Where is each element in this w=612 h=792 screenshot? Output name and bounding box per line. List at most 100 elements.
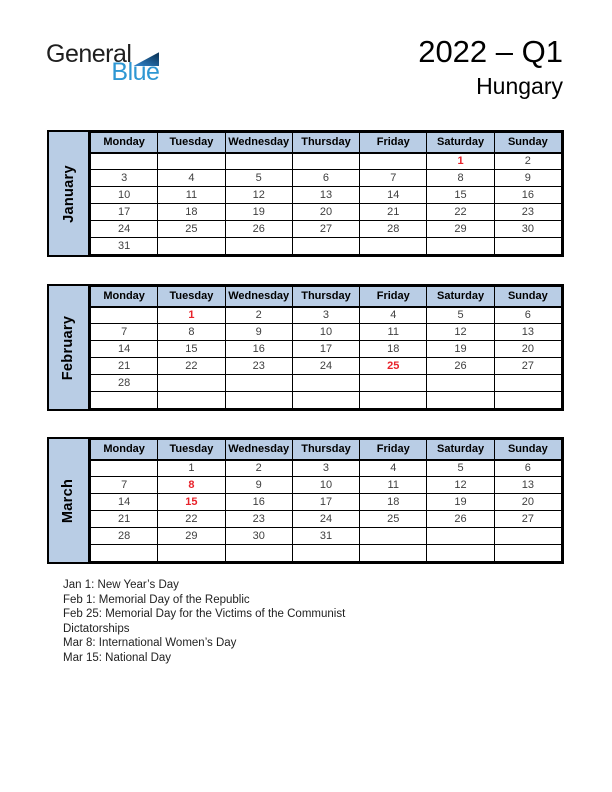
empty-day-cell: [291, 237, 361, 255]
day-cell: 29: [426, 220, 495, 238]
week-row: 14 15 16 17 18 19 20: [89, 493, 563, 511]
day-cell: 12: [224, 186, 293, 204]
day-cell: 9: [224, 476, 293, 494]
empty-day-cell: [291, 391, 361, 409]
day-cell: 27: [493, 510, 563, 528]
month-name-february: February: [60, 315, 77, 380]
day-cell: 1: [157, 306, 226, 324]
holiday-entry: Feb 1: Memorial Day of the Republic: [63, 593, 250, 606]
weekday-header-row: Monday Tuesday Wednesday Thursday Friday…: [89, 439, 563, 461]
week-row: 7 8 9 10 11 12 13: [89, 476, 563, 494]
day-cell: 10: [89, 186, 159, 204]
weekday-header-row: Monday Tuesday Wednesday Thursday Friday…: [89, 132, 563, 154]
logo-top-row: General: [46, 42, 160, 67]
day-cell: 15: [157, 493, 226, 511]
day-cell: 19: [426, 493, 495, 511]
day-cell: 2: [493, 152, 563, 170]
day-cell: 5: [426, 459, 495, 477]
empty-day-cell: [89, 306, 159, 324]
weekday-header-wednesday: Wednesday: [224, 286, 293, 308]
week-row: 21 22 23 24 25 26 27: [89, 510, 563, 528]
weekday-header-friday: Friday: [359, 439, 428, 461]
day-cell: 17: [89, 203, 159, 221]
empty-day-cell: [157, 237, 226, 255]
empty-day-cell: [291, 374, 361, 392]
day-cell: 10: [291, 323, 361, 341]
empty-day-cell: [224, 152, 293, 170]
day-cell: 7: [359, 169, 428, 187]
calendar-grid-february: Monday Tuesday Wednesday Thursday Friday…: [89, 286, 563, 409]
holiday-entry: Mar 8: International Women’s Day: [63, 637, 237, 650]
title-block: 2022 – Q1 Hungary: [418, 34, 563, 100]
day-cell: 30: [493, 220, 563, 238]
day-cell: 25: [359, 357, 428, 375]
empty-day-cell: [426, 237, 495, 255]
day-cell: 22: [426, 203, 495, 221]
day-cell: 5: [426, 306, 495, 324]
empty-day-cell: [359, 544, 428, 562]
day-cell: 1: [426, 152, 495, 170]
weekday-header-monday: Monday: [89, 439, 159, 461]
day-cell: 16: [224, 340, 293, 358]
empty-day-cell: [89, 391, 159, 409]
week-row: 17 18 19 20 21 22 23: [89, 203, 563, 221]
day-cell: 11: [359, 476, 428, 494]
day-cell: 22: [157, 357, 226, 375]
empty-day-cell: [426, 374, 495, 392]
month-name-january: January: [60, 164, 77, 223]
weekday-header-thursday: Thursday: [291, 439, 361, 461]
empty-day-cell: [493, 527, 563, 545]
day-cell: 27: [291, 220, 361, 238]
day-cell: 1: [157, 459, 226, 477]
page-subtitle: Hungary: [476, 72, 563, 99]
empty-day-cell: [157, 152, 226, 170]
empty-day-cell: [359, 152, 428, 170]
holiday-entry: Jan 1: New Year’s Day: [63, 579, 179, 591]
empty-day-cell: [359, 374, 428, 392]
week-row: 21 22 23 24 25 26 27: [89, 357, 563, 375]
day-cell: 3: [89, 169, 159, 187]
day-cell: 24: [89, 220, 159, 238]
general-blue-logo: General Blue: [46, 42, 160, 85]
day-cell: 18: [359, 493, 428, 511]
week-row: 28 29 30 31: [89, 527, 563, 545]
month-label-column: March: [49, 439, 90, 562]
weekday-header-tuesday: Tuesday: [157, 132, 226, 154]
day-cell: 11: [157, 186, 226, 204]
weekday-header-friday: Friday: [359, 132, 428, 154]
day-cell: 20: [291, 203, 361, 221]
day-cell: 18: [157, 203, 226, 221]
month-block-march: March Monday Tuesday Wednesday Thursday …: [47, 437, 564, 564]
day-cell: 30: [224, 527, 293, 545]
day-cell: 6: [493, 459, 563, 477]
day-cell: 26: [426, 510, 495, 528]
day-cell: 11: [359, 323, 428, 341]
calendar-grid-march: Monday Tuesday Wednesday Thursday Friday…: [89, 439, 563, 562]
month-label-column: January: [49, 132, 90, 255]
day-cell: 6: [493, 306, 563, 324]
week-row: 31: [89, 237, 563, 255]
weekday-header-wednesday: Wednesday: [224, 439, 293, 461]
weekday-header-row: Monday Tuesday Wednesday Thursday Friday…: [89, 286, 563, 308]
day-cell: 15: [426, 186, 495, 204]
weekday-header-tuesday: Tuesday: [157, 439, 226, 461]
day-cell: 17: [291, 340, 361, 358]
day-cell: 8: [157, 323, 226, 341]
month-block-january: January Monday Tuesday Wednesday Thursda…: [47, 130, 564, 257]
day-cell: 5: [224, 169, 293, 187]
empty-day-cell: [493, 391, 563, 409]
day-cell: 4: [359, 306, 428, 324]
weekday-header-saturday: Saturday: [426, 132, 495, 154]
day-cell: 3: [291, 459, 361, 477]
empty-day-cell: [359, 527, 428, 545]
day-cell: 22: [157, 510, 226, 528]
day-cell: 23: [224, 510, 293, 528]
day-cell: 4: [359, 459, 428, 477]
empty-day-cell: [426, 527, 495, 545]
empty-day-cell: [157, 391, 226, 409]
empty-day-cell: [89, 544, 159, 562]
page-title: 2022 – Q1: [418, 34, 563, 69]
